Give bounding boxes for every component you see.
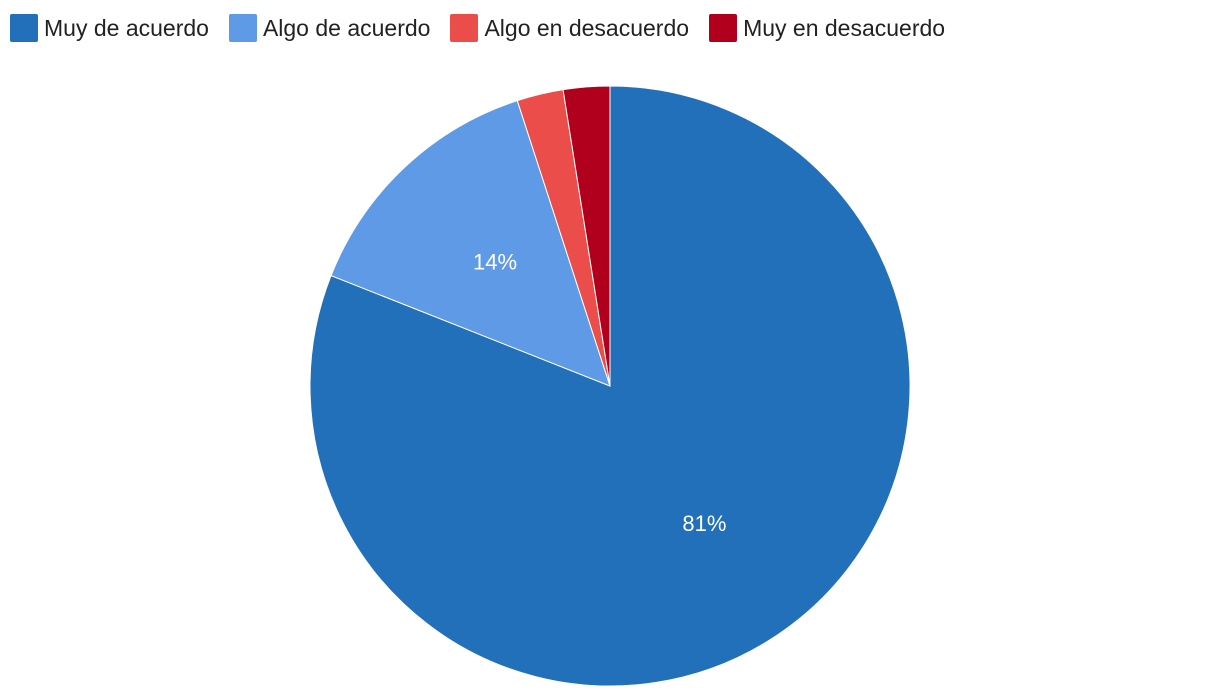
legend-label: Algo en desacuerdo [484, 14, 690, 41]
legend-item-algo-en-desacuerdo: Algo en desacuerdo [450, 14, 689, 42]
legend-label: Muy en desacuerdo [743, 14, 946, 41]
pie-slice-muy-de-acuerdo [309, 85, 911, 687]
data-label-algo-de-acuerdo: 14% [473, 249, 517, 274]
pie-slice-muy-en-desacuerdo [562, 85, 611, 387]
legend-swatch [228, 14, 257, 42]
legend-swatch [10, 14, 38, 42]
legend-swatch [709, 14, 738, 42]
data-label-muy-de-acuerdo: 81% [682, 511, 726, 536]
legend-label: Muy de acuerdo [44, 14, 209, 41]
legend-item-muy-en-desacuerdo: Muy en desacuerdo [709, 14, 945, 42]
legend-swatch [450, 14, 479, 42]
legend-label: Algo de acuerdo [262, 14, 431, 41]
legend-item-algo-de-acuerdo: Algo de acuerdo [228, 14, 431, 42]
legend: Muy de acuerdo Algo de acuerdo Algo en d… [10, 13, 965, 43]
legend-item-muy-de-acuerdo: Muy de acuerdo [10, 14, 209, 42]
